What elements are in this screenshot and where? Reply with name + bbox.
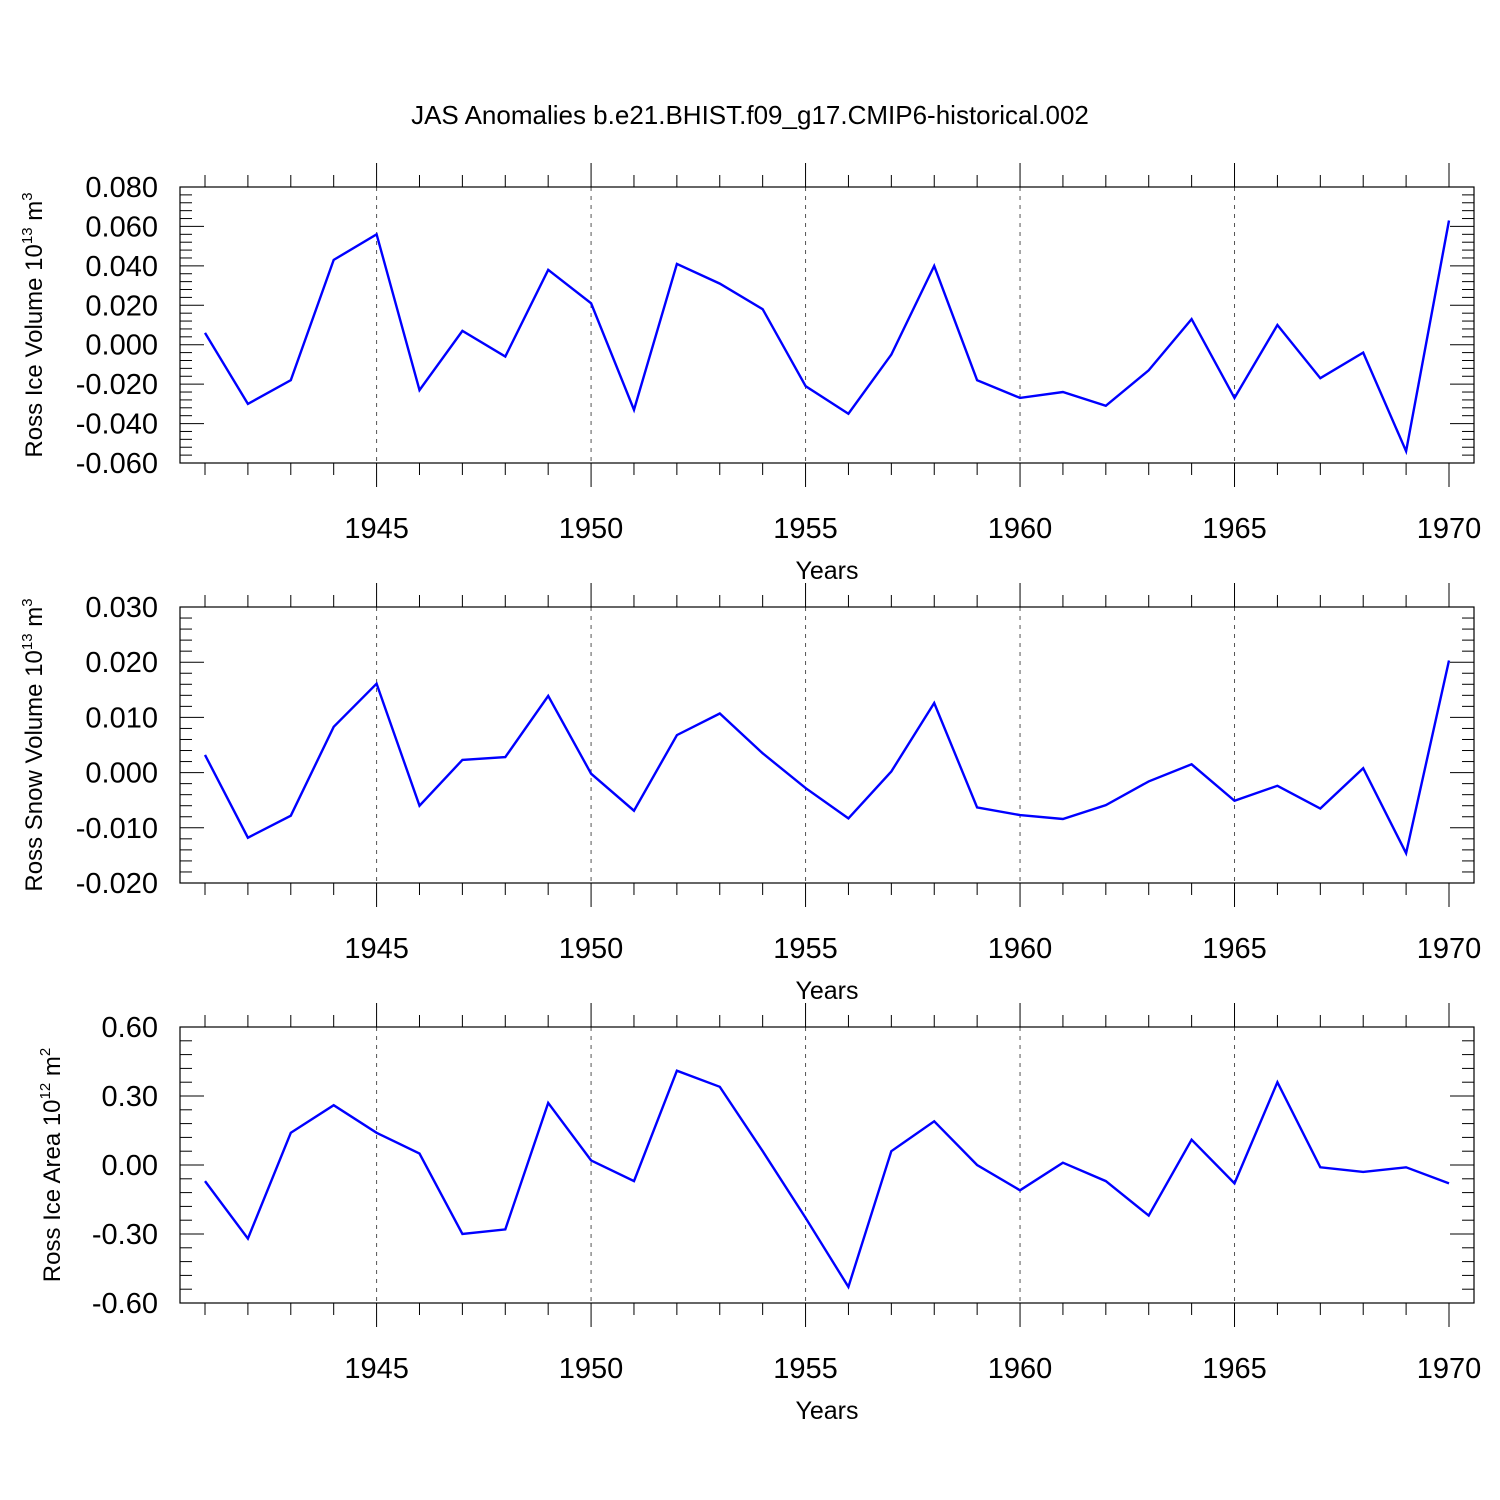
series-line <box>204 1069 1450 1290</box>
chart-title: JAS Anomalies b.e21.BHIST.f09_g17.CMIP6-… <box>411 100 1089 130</box>
chart-panel-1: -0.060 -0.040 -0.020 0.000 0.020 0.040 0.060 0.… <box>19 163 1481 585</box>
y-axis-title-superscript: 13 <box>19 633 36 650</box>
y-axis-title-text: m <box>21 607 48 634</box>
y-tick-label: 0.030 <box>85 592 158 624</box>
y-axis-title-superscript: 2 <box>37 1048 54 1056</box>
x-tick-label: 1965 <box>1202 1353 1267 1385</box>
x-axis-title: Years <box>795 1397 858 1425</box>
y-axis-title: Ross Ice Volume 1013 m3 <box>19 192 48 457</box>
y-axis-title-text: Ross Ice Area 10 <box>39 1099 66 1282</box>
x-tick-label: 1945 <box>344 933 409 965</box>
y-tick-label: -0.020 <box>76 868 158 900</box>
y-tick-label: 0.000 <box>85 758 158 790</box>
y-tick-label: 0.040 <box>85 251 158 283</box>
series-line <box>203 660 1451 857</box>
y-tick-label: 0.000 <box>85 330 158 362</box>
y-axis-title-text: m <box>21 201 48 228</box>
x-tick-label: 1970 <box>1417 1353 1482 1385</box>
x-axis-title: Years <box>795 557 858 585</box>
x-tick-label: 1950 <box>559 933 624 965</box>
y-tick-label: 0.60 <box>102 1012 158 1044</box>
y-tick-label: 0.080 <box>85 172 158 204</box>
x-tick-label: 1960 <box>988 513 1053 545</box>
x-tick-label: 1960 <box>988 933 1053 965</box>
y-axis-title-superscript: 12 <box>37 1083 54 1100</box>
y-tick-label: -0.040 <box>76 409 158 441</box>
y-tick-label: 0.30 <box>102 1081 158 1113</box>
y-tick-label: 0.060 <box>85 211 158 243</box>
y-axis-title-superscript: 13 <box>19 227 36 244</box>
plot-frame <box>179 186 1475 464</box>
x-tick-label: 1970 <box>1417 933 1482 965</box>
y-axis-title-text: m <box>39 1056 66 1083</box>
x-tick-label: 1945 <box>344 1353 409 1385</box>
x-tick-label: 1960 <box>988 1353 1053 1385</box>
y-tick-label: -0.010 <box>76 813 158 845</box>
y-axis-title-superscript: 3 <box>19 598 36 606</box>
x-tick-label: 1945 <box>344 513 409 545</box>
series-line <box>203 220 1451 456</box>
x-tick-label: 1965 <box>1202 933 1267 965</box>
y-axis-title-text: Ross Ice Volume 10 <box>21 244 48 457</box>
y-tick-label: 0.00 <box>102 1150 158 1182</box>
y-tick-label: 0.010 <box>85 702 158 734</box>
chart-panel-3: -0.60 -0.30 0.00 0.30 0.60 1945 1950 1955 1960 19… <box>37 1003 1481 1425</box>
x-tick-label: 1955 <box>773 933 838 965</box>
y-axis-title-superscript: 3 <box>19 192 36 200</box>
x-tick-label: 1950 <box>559 1353 624 1385</box>
x-tick-label: 1965 <box>1202 513 1267 545</box>
x-tick-label: 1955 <box>773 513 838 545</box>
chart-panel-2: -0.020 -0.010 0.000 0.010 0.020 0.030 1945 1950… <box>19 583 1481 1005</box>
y-tick-label: -0.60 <box>92 1288 158 1320</box>
y-tick-label: 0.020 <box>85 647 158 679</box>
x-tick-label: 1970 <box>1417 513 1482 545</box>
y-tick-label: 0.020 <box>85 290 158 322</box>
y-axis-title: Ross Ice Area 1012 m2 <box>37 1048 66 1282</box>
y-tick-label: -0.020 <box>76 369 158 401</box>
plot-frame <box>179 606 1475 884</box>
plot-frame <box>179 1026 1475 1304</box>
x-tick-label: 1950 <box>559 513 624 545</box>
x-axis-title: Years <box>795 977 858 1005</box>
x-tick-label: 1955 <box>773 1353 838 1385</box>
y-axis-title-text: Ross Snow Volume 10 <box>21 650 48 891</box>
y-tick-label: -0.060 <box>76 448 158 480</box>
y-axis-title: Ross Snow Volume 1013 m3 <box>19 598 48 891</box>
y-tick-label: -0.30 <box>92 1219 158 1251</box>
